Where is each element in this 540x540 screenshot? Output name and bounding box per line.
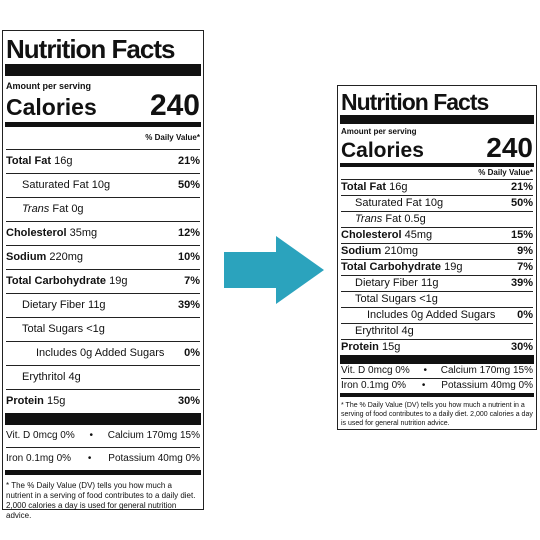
daily-value-header: % Daily Value* (145, 133, 200, 142)
calories-value: 240 (486, 132, 533, 163)
thick-divider (5, 64, 201, 76)
right-arrow-icon (224, 236, 324, 304)
protein-row: Protein 15g 30% (341, 339, 533, 353)
total-sugars-row: Total Sugars <1g (6, 317, 200, 341)
vitamin-row: Iron 0.1mg 0% • Potassium 40mg 0% (341, 378, 533, 391)
trans-fat-row: Trans Fat 0.5g (341, 211, 533, 227)
protein-row: Protein 15g 30% (6, 389, 200, 413)
amount-per-serving: Amount per serving (341, 127, 417, 136)
total-fat-row: Total Fat 16g 21% (6, 149, 200, 173)
dietary-fiber-row: Dietary Fiber 11g 39% (341, 275, 533, 291)
vitamin-row: Vit. D 0mcg 0% • Calcium 170mg 15% (341, 365, 533, 376)
saturated-fat-row: Saturated Fat 10g 50% (341, 195, 533, 211)
medium-divider (340, 393, 534, 397)
erythritol-row: Erythritol 4g (6, 365, 200, 389)
daily-value-header: % Daily Value* (478, 168, 533, 177)
medium-divider (5, 470, 201, 475)
calories-label: Calories (341, 139, 424, 162)
added-sugars-row: Includes 0g Added Sugars 0% (6, 341, 200, 365)
nutrition-label-revised: Nutrition Facts Amount per serving Calor… (337, 85, 537, 430)
dietary-fiber-row: Dietary Fiber 11g 39% (6, 293, 200, 317)
thick-divider (5, 413, 201, 425)
cholesterol-row: Cholesterol 45mg 15% (341, 227, 533, 241)
total-carbohydrate-row: Total Carbohydrate 19g 7% (6, 269, 200, 293)
sodium-row: Sodium 210mg 9% (341, 243, 533, 257)
sodium-row: Sodium 220mg 10% (6, 245, 200, 269)
thick-divider (340, 355, 534, 364)
label-title: Nutrition Facts (6, 34, 175, 64)
added-sugars-row: Includes 0g Added Sugars 0% (341, 307, 533, 323)
vitamin-row: Iron 0.1mg 0% • Potassium 40mg 0% (6, 453, 200, 464)
saturated-fat-row: Saturated Fat 10g 50% (6, 173, 200, 197)
calories-row: Calories 240 (341, 132, 533, 163)
vitamin-row: Vit. D 0mcg 0% • Calcium 170mg 15% (6, 430, 200, 441)
footnote: * The % Daily Value (DV) tells you how m… (341, 402, 533, 427)
total-sugars-row: Total Sugars <1g (341, 291, 533, 307)
erythritol-row: Erythritol 4g (341, 323, 533, 339)
footnote: * The % Daily Value (DV) tells you how m… (6, 481, 196, 520)
total-fat-row: Total Fat 16g 21% (341, 179, 533, 193)
calories-row: Calories 240 (6, 91, 200, 122)
medium-divider (340, 163, 534, 167)
calories-value: 240 (149, 89, 200, 122)
cholesterol-row: Cholesterol 35mg 12% (6, 221, 200, 245)
label-title: Nutrition Facts (341, 89, 489, 115)
trans-fat-row: Trans Fat 0g (6, 197, 200, 221)
thick-divider (340, 115, 534, 124)
nutrition-label-original: Nutrition Facts Amount per serving Calor… (2, 30, 204, 520)
calories-label: Calories (6, 94, 97, 120)
medium-divider (5, 122, 201, 127)
total-carbohydrate-row: Total Carbohydrate 19g 7% (341, 259, 533, 273)
amount-per-serving: Amount per serving (6, 81, 92, 91)
